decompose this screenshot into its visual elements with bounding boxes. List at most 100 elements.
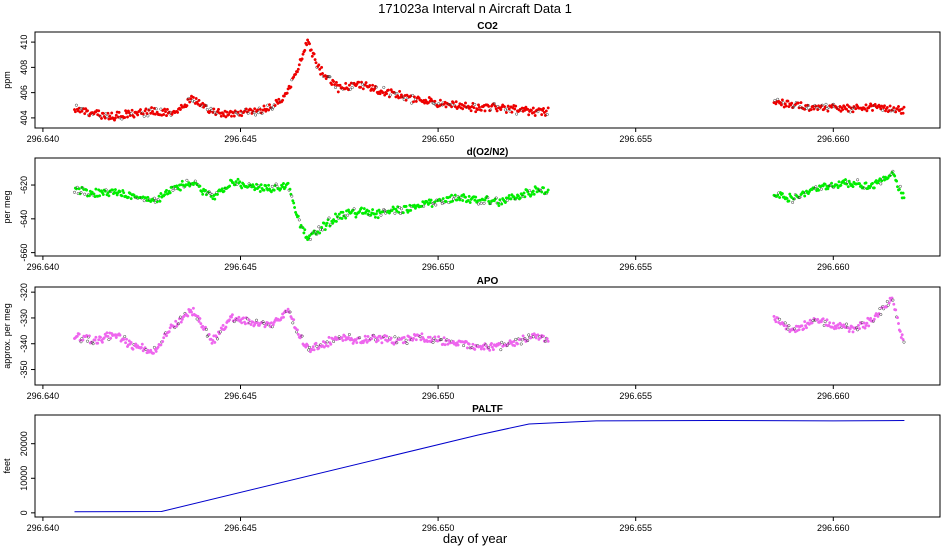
data-point [891,298,895,302]
data-point [376,216,380,220]
data-point [311,345,315,349]
data-point [145,112,149,115]
data-point [376,338,380,342]
data-point [830,181,834,185]
data-point [456,343,460,347]
panel-1: CO2 296.640 296.645 296.650 296.655 296.660 40… [2,21,941,144]
data-point [510,110,514,114]
y-tick-label: 10000 [19,466,29,491]
data-point [357,80,361,84]
data-point [499,348,503,352]
data-point [332,340,336,343]
data-point [500,202,504,206]
data-point [498,342,502,346]
data-point [373,87,376,91]
x-tick-label: 296.640 [27,523,60,533]
data-point [314,61,318,65]
data-point [204,327,208,331]
data-point [346,213,350,217]
data-point [355,341,359,345]
data-point [216,192,219,196]
data-point [218,330,222,334]
data-point [262,104,266,108]
data-point [238,180,242,184]
data-point [845,103,849,107]
data-point [303,48,307,52]
series-line [74,419,905,513]
data-point [306,343,310,347]
data-point [159,192,163,195]
data-point [123,335,127,338]
data-point [308,234,311,238]
panel-title: APO [477,276,499,287]
data-point [86,109,89,113]
data-point [370,337,374,341]
data-point [902,340,906,344]
data-point [320,65,324,69]
y-tick-label: 404 [19,110,29,125]
data-point [105,331,109,335]
data-point [421,200,425,204]
data-point [543,339,547,343]
data-point [252,185,256,189]
data-point [318,67,322,71]
data-point [125,337,128,341]
data-point [243,322,247,326]
data-point [262,188,266,192]
data-point [783,321,787,325]
data-point [381,91,385,95]
data-point [256,108,259,112]
data-point [514,104,518,108]
data-point [373,335,376,339]
data-point [542,111,546,114]
data-point [139,346,143,349]
data-point [461,107,465,111]
data-point [122,191,126,195]
data-point [817,188,821,192]
data-point [74,103,78,107]
data-point [503,105,506,109]
data-point [320,225,324,229]
data-point [393,211,397,215]
data-point [533,114,537,117]
data-point [129,341,133,344]
data-point [201,101,205,105]
data-point [531,189,535,193]
data-point [382,85,386,89]
data-point [837,326,841,330]
data-point [85,188,89,192]
data-point [81,338,85,342]
data-point [222,189,226,193]
data-point [158,199,162,203]
data-point [191,95,195,99]
data-point [487,104,491,108]
data-point [534,336,538,340]
data-point [140,342,144,346]
data-point [217,107,220,111]
data-point [94,335,98,339]
data-point [521,334,525,338]
data-point [876,314,880,318]
x-tick-label: 296.660 [817,391,850,401]
data-point [118,333,122,337]
data-point [127,339,131,343]
data-point [283,185,287,189]
data-point [411,93,415,97]
data-point [518,196,522,200]
data-point [368,84,372,87]
data-point [779,103,783,107]
data-point [426,202,430,206]
x-tick-label: 296.640 [27,391,60,401]
data-point [526,339,530,343]
series-points [73,38,906,122]
data-point [839,183,843,187]
data-point [79,340,83,344]
data-point [129,112,133,116]
data-point [289,85,293,89]
plot-frame [34,31,941,129]
data-point [897,322,900,325]
data-point [314,341,318,345]
data-point [301,52,305,56]
data-point [87,194,91,198]
data-point [139,108,142,112]
